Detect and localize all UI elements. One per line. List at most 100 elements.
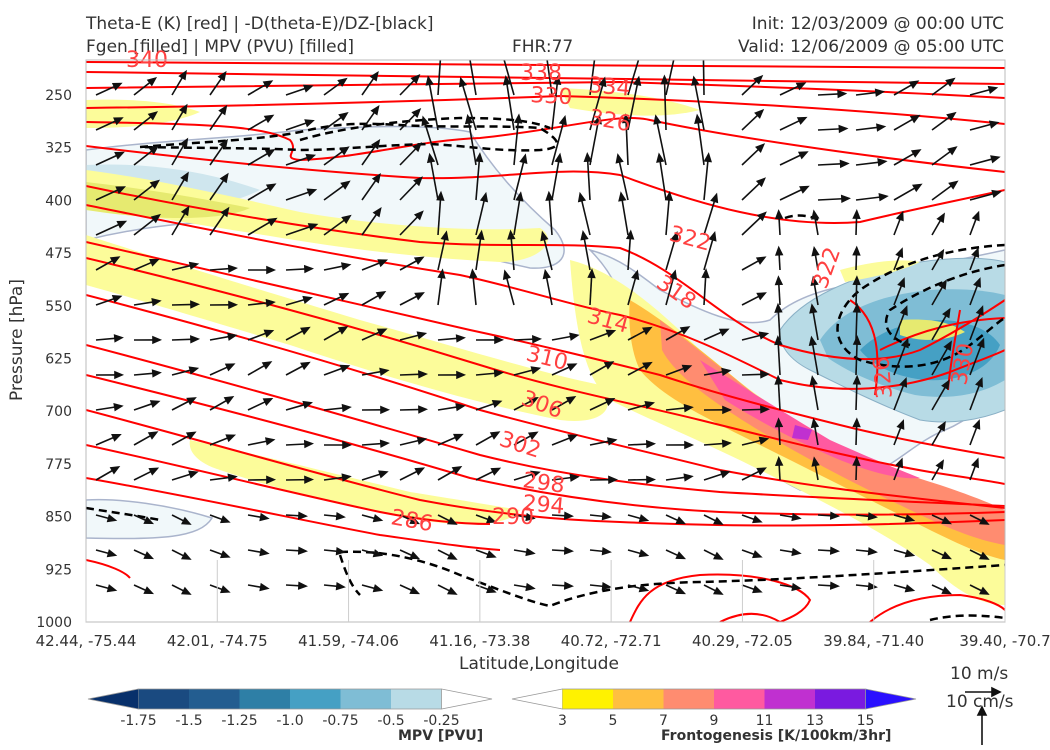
wind-vector <box>461 82 477 131</box>
wind-vector-head <box>719 470 731 479</box>
wind-vector-head <box>113 117 124 126</box>
wind-vector <box>589 119 600 166</box>
wind-vector <box>428 81 439 131</box>
wind-vector <box>893 343 907 376</box>
wind-vector <box>133 148 155 166</box>
wind-vector-head <box>338 292 350 301</box>
wind-vector <box>171 74 185 96</box>
fgen-fill-band-upper-2 <box>86 182 250 218</box>
wind-vector-head <box>188 261 200 270</box>
wind-vector <box>618 158 629 201</box>
wind-vector-head <box>489 431 501 440</box>
wind-vector-head <box>305 153 317 162</box>
wind-vector-head <box>755 256 767 265</box>
stability-upper <box>139 122 559 152</box>
wind-vector-head <box>809 303 818 314</box>
wind-vector-head <box>458 76 468 88</box>
wind-vector-head <box>895 247 904 258</box>
colorbar-segment <box>714 689 765 709</box>
wind-vector-head <box>683 403 694 413</box>
wind-vector-head <box>618 191 627 202</box>
wind-vector-head <box>852 302 862 313</box>
wind-vector-head <box>111 295 123 303</box>
wind-vector-head <box>372 549 384 558</box>
wind-vector-head <box>530 470 541 479</box>
wind-vector <box>323 183 347 201</box>
theta-e-label-338: 338 <box>520 61 562 86</box>
wind-vector <box>812 380 819 411</box>
wind-vector-head <box>839 159 850 169</box>
colorbar-tick-label: 9 <box>710 713 719 729</box>
wind-vector <box>423 121 439 166</box>
wind-vector-head <box>670 231 679 242</box>
wind-vector-head <box>525 547 536 557</box>
y-tick-label: 700 <box>45 404 72 420</box>
wind-vector <box>969 122 994 131</box>
wind-vector <box>893 185 918 201</box>
wind-vector <box>893 282 904 306</box>
x-tick-label: 40.72, -72.71 <box>561 632 662 650</box>
wind-vector <box>551 120 565 166</box>
wind-vector-head <box>852 417 861 428</box>
y-tick-label: 850 <box>45 510 72 526</box>
wind-vector <box>545 274 553 306</box>
theta-e-low-right-3 <box>719 612 781 622</box>
wind-vector-head <box>991 189 1002 199</box>
wind-vector-head <box>796 116 808 125</box>
wind-vector-head <box>527 431 539 440</box>
wind-vector <box>703 198 717 236</box>
wind-vector <box>696 119 705 166</box>
wind-vector <box>469 60 477 96</box>
wind-vector <box>931 80 952 96</box>
wind-vector-head <box>601 582 612 591</box>
theta-e-right-2 <box>879 317 1005 351</box>
wind-vector-head <box>829 511 840 520</box>
wind-vector <box>399 111 418 131</box>
wind-vector-head <box>303 84 314 93</box>
wind-vector <box>665 236 677 271</box>
wind-vector-head <box>852 209 861 219</box>
wind-vector <box>893 382 906 411</box>
stability-right-inner <box>884 263 1005 347</box>
wind-vector-head <box>479 191 489 203</box>
wind-vector <box>855 281 858 306</box>
wind-vector-head <box>896 419 905 430</box>
wind-vector-head <box>867 582 878 591</box>
wind-vector-head <box>413 256 425 265</box>
wind-vector-head <box>811 209 820 220</box>
theta-e-label-294: 294 <box>521 491 565 520</box>
colorbar-tick-label: 15 <box>857 713 875 729</box>
wind-vector-head <box>644 401 655 410</box>
wind-vector <box>693 81 705 131</box>
wind-vector-head <box>266 217 278 227</box>
wind-vector-head <box>436 190 445 201</box>
wind-vector-head <box>838 124 849 134</box>
wind-vector-head <box>307 223 319 232</box>
colorbar-segment <box>815 689 866 709</box>
wind-vector <box>133 216 157 236</box>
wind-vector-head <box>379 439 390 448</box>
wind-vector-head <box>150 213 161 224</box>
wind-vector-head <box>228 300 239 310</box>
wind-vector-head <box>303 439 314 449</box>
wind-vector <box>777 380 781 411</box>
wind-vector-head <box>895 457 904 469</box>
wind-vector-head <box>904 584 916 593</box>
wind-vector <box>817 93 842 96</box>
wind-vector <box>247 185 272 201</box>
wind-vector-head <box>867 547 878 556</box>
x-axis: 42.44, -75.44 42.01, -74.75 41.59, -74.06 4… <box>36 560 1050 650</box>
wind-vector-head <box>840 194 851 204</box>
colorbar-tick-label: 7 <box>659 713 668 729</box>
wind-vector <box>437 60 442 96</box>
wind-vector <box>589 82 605 131</box>
wind-vector-head <box>938 279 947 290</box>
wind-vector-head <box>758 436 770 445</box>
wind-vector-head <box>265 298 276 308</box>
wind-vector-head <box>411 108 422 119</box>
wind-vector <box>811 309 819 341</box>
wind-vector-head <box>941 551 953 560</box>
wind-vector-head <box>799 185 810 194</box>
wind-vector-head <box>937 421 946 432</box>
